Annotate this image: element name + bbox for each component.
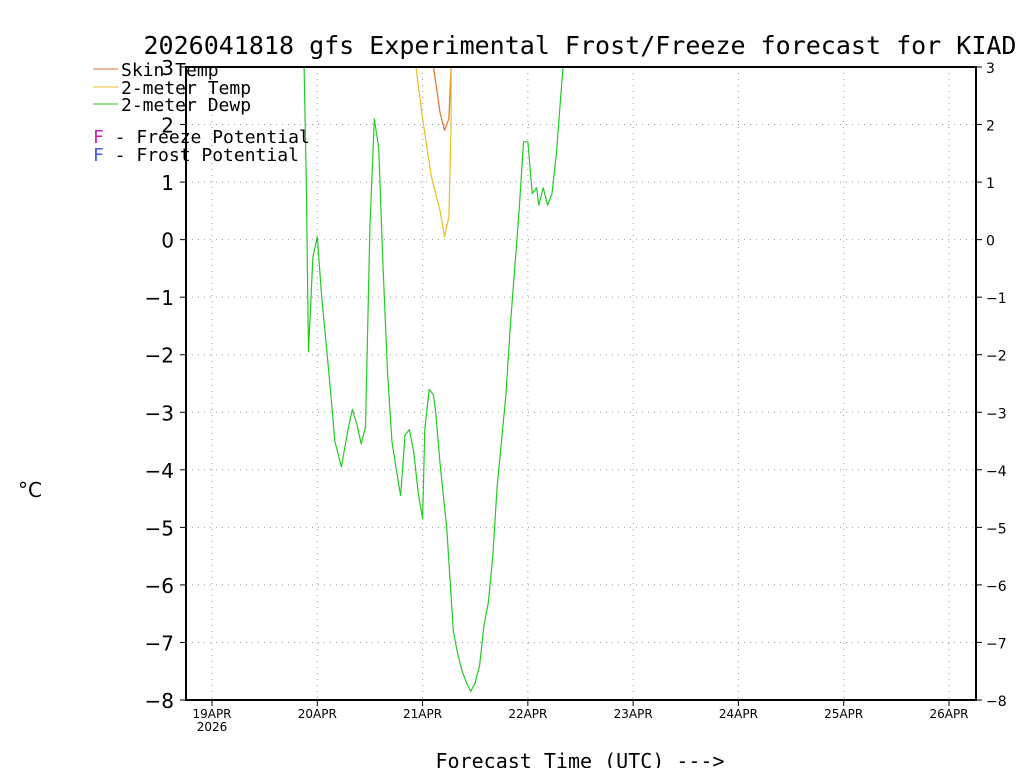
y-tick-label-right: 0 [986, 234, 995, 250]
y-tick-label-right: −5 [986, 521, 1007, 537]
y-tick-label-right: −2 [986, 349, 1007, 365]
x-tick-label: 22APR [508, 707, 547, 721]
y-tick-label-right: −6 [986, 579, 1007, 595]
y-tick-label: 2 [161, 114, 174, 138]
legend-frost-marker: F - Frost Potential [93, 145, 299, 166]
y-tick-label-right: 1 [986, 176, 995, 192]
y-tick-label-right: −1 [986, 291, 1007, 307]
x-tick-label: 23APR [614, 707, 653, 721]
x-tick-sublabel: 2026 [197, 720, 228, 734]
series-line-skin-temp [432, 66, 452, 131]
y-tick-label-right: −3 [986, 406, 1007, 422]
legend-label-2m-dewp: 2-meter Dewp [121, 95, 251, 116]
y-tick-label: −5 [145, 516, 174, 540]
y-tick-label-right: 2 [986, 119, 995, 135]
grid-layer [186, 66, 976, 701]
y-tick-label-right: −4 [986, 464, 1007, 480]
y-tick-label-right: −8 [986, 694, 1007, 710]
y-tick-label: 1 [161, 171, 174, 195]
y-tick-label: 0 [161, 229, 174, 253]
right-axis: 3 2 1 0 −1 −2 −3 −4 −5 −6 −7 −8 [976, 61, 1007, 710]
y-tick-label: −8 [145, 689, 174, 713]
series-line-2-meter-dewp [303, 66, 564, 693]
plot-frame [185, 66, 977, 701]
legend-freeze-marker: F - Freeze Potential [93, 127, 310, 148]
x-axis-label: Forecast Time (UTC) ---> [436, 749, 725, 768]
y-tick-label-right: 3 [986, 61, 995, 77]
y-tick-label: −2 [145, 344, 174, 368]
y-tick-label: −4 [145, 459, 174, 483]
x-tick-label: 21APR [403, 707, 442, 721]
x-tick-label: 26APR [929, 707, 968, 721]
left-axis: 3 2 1 0 −1 −2 −3 −4 −5 −6 −7 −8 [145, 56, 186, 713]
y-tick-label: −3 [145, 401, 174, 425]
x-tick-label: 19APR [192, 707, 231, 721]
x-tick-label: 20APR [298, 707, 337, 721]
y-tick-label-right: −7 [986, 636, 1007, 652]
series-line-2-meter-temp [415, 66, 452, 238]
chart-title: 2026041818 gfs Experimental Frost/Freeze… [144, 31, 1017, 60]
legend: Skin Temp 2-meter Temp 2-meter Dewp F - … [93, 60, 310, 166]
legend-label-skin-temp: Skin Temp [121, 60, 219, 81]
y-tick-label: 3 [161, 56, 174, 80]
y-tick-label: −7 [145, 631, 174, 655]
series-layer [303, 66, 564, 693]
x-tick-label: 24APR [719, 707, 758, 721]
y-tick-label: −1 [145, 286, 174, 310]
y-tick-label: −6 [145, 574, 174, 598]
legend-label-2m-temp: 2-meter Temp [121, 78, 251, 99]
x-tick-label: 25APR [824, 707, 863, 721]
y-axis-label: °C [18, 478, 42, 502]
